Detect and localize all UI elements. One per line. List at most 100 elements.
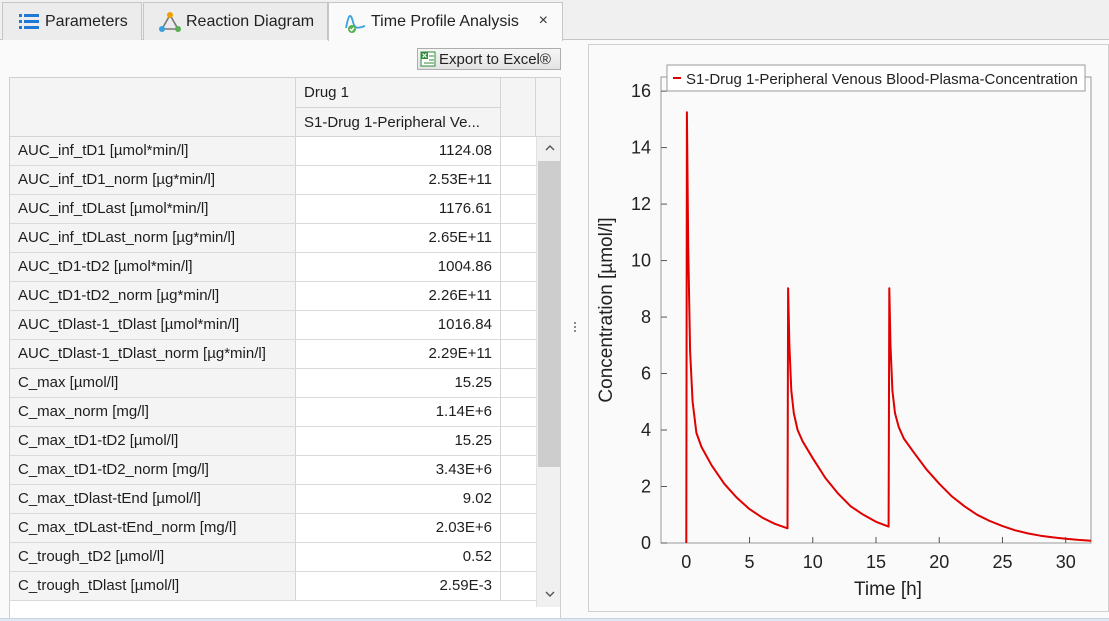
data-point: [891, 389, 893, 391]
legend-entry: S1-Drug 1-Peripheral Venous Blood-Plasma…: [686, 71, 1078, 88]
x-tick-label: 0: [681, 552, 691, 572]
data-point: [837, 493, 839, 495]
splitter-handle[interactable]: [571, 317, 579, 337]
data-point: [888, 526, 890, 528]
parameter-value: 9.02: [296, 485, 501, 513]
data-point: [1065, 538, 1067, 540]
tab-parameters[interactable]: Parameters: [2, 2, 142, 40]
scroll-up-icon[interactable]: [537, 137, 560, 159]
table-body: AUC_inf_tD1 [µmol*min/l] 1124.08 AUC_inf_t…: [10, 137, 536, 601]
parameter-value: 2.03E+6: [296, 514, 501, 542]
parameter-value: 15.25: [296, 369, 501, 397]
table-row[interactable]: C_trough_tD2 [µmol/l] 0.52: [10, 543, 536, 572]
y-tick-label: 6: [641, 364, 651, 384]
tab-label: Time Profile Analysis: [371, 13, 519, 30]
data-point: [850, 505, 852, 507]
data-point: [736, 497, 738, 499]
list-icon: [17, 10, 41, 34]
data-point: [788, 344, 790, 346]
parameter-name: C_max_tD1-tD2 [µmol/l]: [10, 427, 296, 455]
table-row[interactable]: C_max_tDlast-tEnd [µmol/l] 9.02: [10, 485, 536, 514]
table-row[interactable]: C_trough_tDlast [µmol/l] 2.59E-3: [10, 572, 536, 601]
data-point: [1090, 540, 1092, 542]
x-tick-label: 10: [803, 552, 823, 572]
scrollbar-thumb[interactable]: [538, 161, 560, 467]
table-row[interactable]: C_max_tD1-tD2_norm [mg/l] 3.43E+6: [10, 456, 536, 485]
data-point: [786, 527, 788, 529]
parameter-value: 2.26E+11: [296, 282, 501, 310]
data-point: [793, 412, 795, 414]
parameter-value: 1004.86: [296, 253, 501, 281]
table-row[interactable]: AUC_tDlast-1_tDlast_norm [µg*min/l] 2.29E…: [10, 340, 536, 369]
plot-area: [660, 76, 1092, 544]
header-filler: [536, 78, 560, 137]
y-tick-label: 12: [631, 194, 651, 214]
y-tick-label: 0: [641, 533, 651, 553]
data-point: [687, 245, 689, 247]
parameter-value: 15.25: [296, 427, 501, 455]
data-point: [890, 344, 892, 346]
data-point: [989, 520, 991, 522]
parameter-value: 1176.61: [296, 195, 501, 223]
parameter-value: 2.29E+11: [296, 340, 501, 368]
table-row[interactable]: C_max_norm [mg/l] 1.14E+6: [10, 398, 536, 427]
table-row[interactable]: AUC_tD1-tD2 [µmol*min/l] 1004.86: [10, 253, 536, 282]
table-row[interactable]: AUC_inf_tDLast_norm [µg*min/l] 2.65E+11: [10, 224, 536, 253]
data-point: [1077, 539, 1079, 541]
y-tick-label: 14: [631, 138, 651, 158]
data-point: [711, 464, 713, 466]
data-point: [686, 111, 688, 113]
parameter-name: AUC_tD1-tD2_norm [µg*min/l]: [10, 282, 296, 310]
data-point: [700, 446, 702, 448]
parameter-name: C_max_tDLast-tEnd_norm [mg/l]: [10, 514, 296, 542]
time-profile-icon: [343, 10, 367, 34]
tab-reaction-diagram[interactable]: Reaction Diagram: [143, 2, 328, 40]
table-row[interactable]: C_max [µmol/l] 15.25: [10, 369, 536, 398]
close-icon[interactable]: ×: [538, 12, 548, 29]
table-row[interactable]: AUC_tD1-tD2_norm [µg*min/l] 2.26E+11: [10, 282, 536, 311]
x-tick-label: 20: [929, 552, 949, 572]
parameter-value: 1124.08: [296, 137, 501, 165]
export-label: Export to Excel®: [439, 50, 551, 68]
table-row[interactable]: C_max_tD1-tD2 [µmol/l] 15.25: [10, 427, 536, 456]
data-point: [1001, 525, 1003, 527]
y-tick-label: 16: [631, 81, 651, 101]
data-point: [797, 429, 799, 431]
data-point: [723, 483, 725, 485]
parameter-name: AUC_tDlast-1_tDlast [µmol*min/l]: [10, 311, 296, 339]
data-point: [888, 287, 890, 289]
legend-box[interactable]: [666, 64, 1086, 92]
table-row[interactable]: AUC_tDlast-1_tDlast [µmol*min/l] 1016.84: [10, 311, 536, 340]
parameter-name: C_trough_tD2 [µmol/l]: [10, 543, 296, 571]
parameter-name: AUC_tDlast-1_tDlast_norm [µg*min/l]: [10, 340, 296, 368]
parameter-name: C_max [µmol/l]: [10, 369, 296, 397]
parameter-name: AUC_inf_tDLast_norm [µg*min/l]: [10, 224, 296, 252]
series-line[interactable]: [685, 111, 1092, 544]
x-tick-label: 30: [1056, 552, 1076, 572]
data-point: [938, 483, 940, 485]
data-point: [1052, 536, 1054, 538]
time-profile-chart[interactable]: 0 2 4 6 8 10 12 14 16 0 5 10 15 20 25 30 Time [h] Concent…: [589, 45, 1108, 611]
data-point: [692, 401, 694, 403]
data-point: [1014, 529, 1016, 531]
table-row[interactable]: AUC_inf_tD1 [µmol*min/l] 1124.08: [10, 137, 536, 166]
data-point: [774, 523, 776, 525]
export-to-excel-button[interactable]: Export to Excel®: [417, 48, 561, 70]
tab-time-profile-analysis[interactable]: Time Profile Analysis ×: [328, 2, 563, 41]
column-header[interactable]: S1-Drug 1-Peripheral Ve...: [296, 108, 501, 137]
parameter-name: AUC_inf_tD1 [µmol*min/l]: [10, 137, 296, 165]
header-filler: [501, 78, 536, 137]
data-point: [926, 469, 928, 471]
scroll-down-icon[interactable]: [537, 583, 560, 605]
y-tick-label: 4: [641, 420, 651, 440]
table-row[interactable]: C_max_tDLast-tEnd_norm [mg/l] 2.03E+6: [10, 514, 536, 543]
x-tick-label: 15: [866, 552, 886, 572]
parameter-value: 2.59E-3: [296, 572, 501, 600]
y-axis-label: Concentration [µmol/l]: [596, 217, 617, 402]
parameter-value: 3.43E+6: [296, 456, 501, 484]
data-point: [802, 440, 804, 442]
pk-analysis-pane: Export to Excel® Drug 1 S1-Drug 1-Periph…: [0, 40, 566, 621]
table-row[interactable]: AUC_inf_tDLast [µmol*min/l] 1176.61: [10, 195, 536, 224]
table-row[interactable]: AUC_inf_tD1_norm [µg*min/l] 2.53E+11: [10, 166, 536, 195]
vertical-scrollbar[interactable]: [536, 137, 560, 607]
